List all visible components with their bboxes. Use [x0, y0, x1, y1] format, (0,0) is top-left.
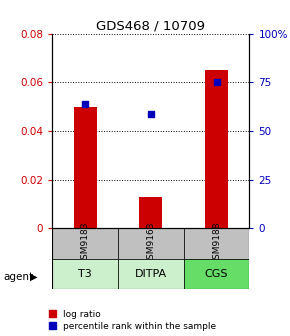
Bar [118, 259, 184, 289]
Bar [52, 228, 118, 259]
Bar [52, 259, 118, 289]
Text: T3: T3 [78, 269, 92, 279]
Text: CGS: CGS [205, 269, 228, 279]
Text: GSM9183: GSM9183 [81, 222, 90, 265]
Text: GSM9163: GSM9163 [146, 222, 155, 265]
Text: ▶: ▶ [30, 272, 38, 282]
Bar [184, 259, 249, 289]
Bar [74, 107, 97, 228]
Text: GSM9188: GSM9188 [212, 222, 221, 265]
Text: DITPA: DITPA [135, 269, 167, 279]
Bar [184, 228, 249, 259]
Legend: log ratio, percentile rank within the sample: log ratio, percentile rank within the sa… [48, 309, 218, 332]
Bar [205, 70, 228, 228]
Text: agent: agent [3, 272, 33, 282]
Bar [139, 197, 162, 228]
Title: GDS468 / 10709: GDS468 / 10709 [96, 19, 205, 33]
Bar [118, 228, 184, 259]
